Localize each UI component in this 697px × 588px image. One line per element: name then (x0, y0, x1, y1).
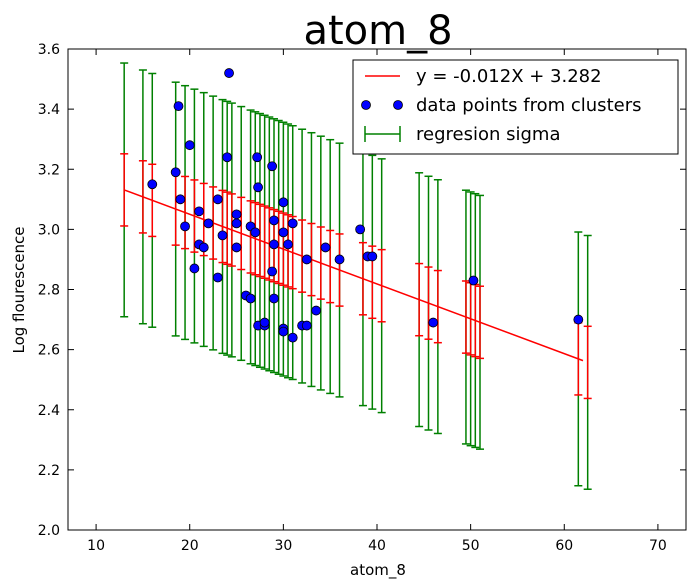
data-point (224, 68, 234, 78)
data-point (253, 182, 263, 193)
y-tick-label: 2.6 (38, 343, 60, 359)
data-point (184, 140, 195, 151)
data-point (283, 239, 293, 250)
data-point (203, 218, 214, 229)
legend: y = -0.012X + 3.282 data points from clu… (352, 59, 679, 155)
legend-points-label: data points from clusters (416, 95, 641, 116)
data-point (334, 254, 345, 265)
data-point (468, 275, 479, 286)
data-point (222, 152, 233, 163)
data-point (428, 317, 439, 328)
data-point (231, 242, 242, 253)
y-tick-label: 3.6 (38, 42, 60, 58)
x-tick-label: 10 (87, 538, 105, 554)
y-tick-label: 2.0 (38, 523, 60, 539)
legend-sigma-label: regresion sigma (416, 124, 560, 145)
legend-points-swatch-left (361, 100, 371, 110)
data-point (147, 179, 158, 190)
data-point (287, 218, 298, 229)
data-point (355, 224, 366, 235)
y-tick-label: 2.8 (38, 283, 60, 299)
data-point (194, 206, 204, 217)
y-tick-label: 2.2 (38, 463, 60, 479)
data-point (252, 152, 263, 163)
data-point (267, 161, 278, 172)
data-point (278, 197, 289, 208)
regression-line (123, 189, 584, 362)
data-point (175, 194, 186, 205)
x-tick-label: 20 (181, 538, 199, 554)
legend-sigma-swatch (364, 126, 401, 142)
data-point (278, 326, 289, 337)
data-point (301, 254, 312, 265)
ticks-layer: 10 20 30 40 50 60 70 2.0 2.2 2.4 2.6 2.8 3.0 3.2 3.4 3.… (38, 42, 686, 554)
data-point (231, 218, 242, 229)
data-point (231, 209, 242, 220)
data-point (180, 221, 190, 232)
legend-points-swatch-right (393, 100, 403, 110)
inner-error-bar (583, 325, 592, 400)
data-point (259, 317, 270, 328)
data-point (170, 167, 181, 178)
data-point (212, 194, 223, 205)
y-tick-label: 3.4 (38, 102, 60, 118)
data-point (311, 305, 322, 316)
legend-regression-label: y = -0.012X + 3.282 (416, 66, 602, 87)
data-point (212, 272, 223, 283)
data-point (250, 227, 261, 238)
data-point (269, 215, 279, 226)
data-point (189, 263, 200, 274)
y-tick-label: 3.2 (38, 162, 60, 178)
y-tick-label: 3.0 (38, 222, 60, 238)
data-point (217, 230, 228, 241)
regression-line-layer (123, 189, 584, 362)
scatter-points-layer (147, 68, 584, 343)
data-point (287, 332, 298, 343)
data-point (173, 101, 184, 112)
x-tick-label: 30 (274, 538, 292, 554)
data-point (269, 239, 279, 250)
x-axis-label: atom_8 (350, 561, 406, 580)
data-point (269, 293, 279, 304)
x-tick-label: 70 (649, 538, 667, 554)
x-tick-label: 50 (462, 538, 480, 554)
data-point (573, 314, 584, 325)
x-tick-label: 40 (368, 538, 386, 554)
data-point (320, 242, 331, 253)
chart-title: atom_8 (303, 8, 452, 54)
y-axis-label: Log flourescence (10, 226, 28, 353)
legend-box (352, 59, 679, 155)
x-tick-label: 60 (555, 538, 573, 554)
data-point (198, 242, 209, 253)
data-point (278, 227, 289, 238)
data-point (245, 293, 256, 304)
data-point (367, 251, 378, 262)
data-point (267, 266, 278, 277)
data-point (301, 320, 312, 331)
y-tick-label: 2.4 (38, 403, 60, 419)
